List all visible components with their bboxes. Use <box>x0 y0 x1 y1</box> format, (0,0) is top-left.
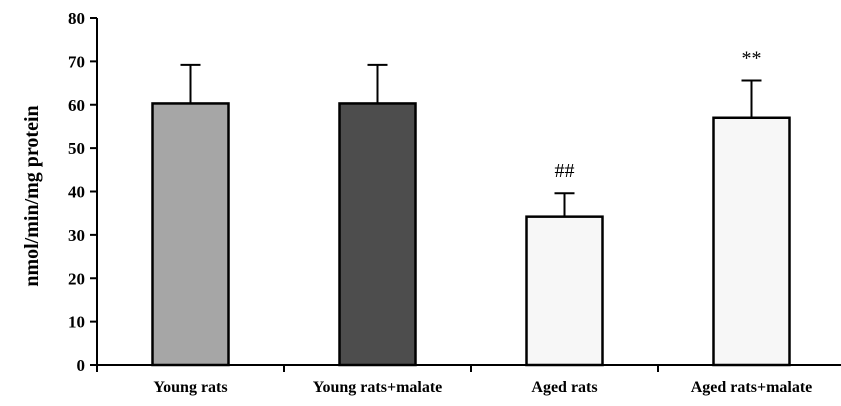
category-label: Young rats <box>153 379 227 396</box>
y-tick-label: 0 <box>77 356 86 375</box>
significance-mark: ** <box>742 47 762 69</box>
bar-2 <box>338 102 417 367</box>
category-labels: Young rats Young rats+malate Aged rats Aged… <box>153 379 812 396</box>
y-tick-label: 50 <box>68 139 85 158</box>
category-label: Aged rats <box>531 379 597 396</box>
y-tick-label: 20 <box>68 269 85 288</box>
bar-3 <box>525 215 604 367</box>
y-axis-label: nmol/min/mg protein <box>21 105 43 286</box>
y-tick-label: 70 <box>68 52 85 71</box>
y-axis: 0 10 20 30 40 50 60 70 80 <box>68 9 98 375</box>
error-bars <box>180 63 762 217</box>
category-label: Young rats+malate <box>313 379 443 396</box>
bar-4 <box>712 116 791 367</box>
y-tick-label: 60 <box>68 96 85 115</box>
category-label: Aged rats+malate <box>691 379 813 396</box>
significance-annotations: ## ** <box>555 47 762 182</box>
bar-1 <box>151 102 230 367</box>
bars <box>151 102 791 367</box>
y-tick-label: 40 <box>68 183 85 202</box>
y-tick-label: 80 <box>68 9 85 28</box>
significance-mark: ## <box>555 160 575 182</box>
y-tick-label: 30 <box>68 226 85 245</box>
y-tick-label: 10 <box>68 313 85 332</box>
